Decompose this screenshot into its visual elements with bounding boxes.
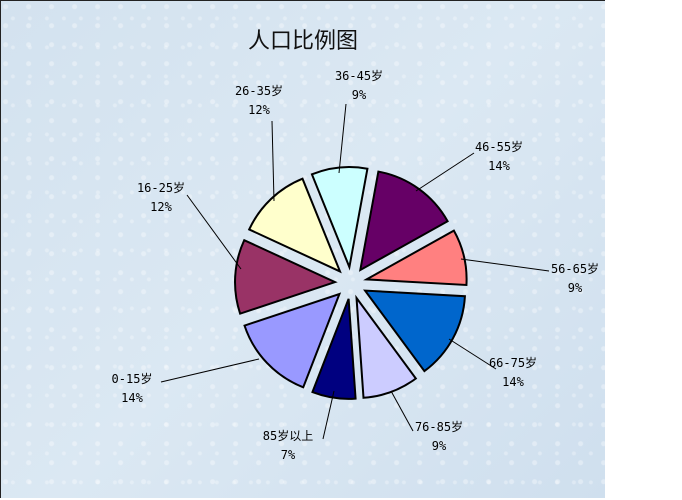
leader-line-6 [160,358,260,383]
slice-name-label: 46-55岁 [474,140,524,154]
slice-name-label: 76-85岁 [414,420,464,434]
pie-chart [160,103,550,440]
data-label: 46-55岁 14% [475,138,523,176]
pie-slice-6 [243,292,342,389]
slice-percent-label: 14% [121,391,143,405]
leader-line-7 [186,194,242,270]
data-label: 36-45岁 9% [335,67,383,105]
slice-name-label: 26-35岁 [234,84,284,98]
slice-percent-label: 12% [150,200,172,214]
pie-slice-3 [363,289,466,373]
data-label: 16-25岁 12% [137,179,185,217]
data-label: 66-75岁 14% [489,354,537,392]
leader-line-2 [460,258,550,272]
pie-slice-2 [363,229,468,287]
slice-percent-label: 7% [280,448,296,462]
chart-area: 人口比例图 36-45岁 9% 46-55岁 14% 56-65岁 9% 66-75岁 14%… [0,0,605,498]
leader-line-3 [448,338,497,370]
data-label: 26-35岁 12% [235,82,283,120]
leader-line-5 [322,390,335,440]
slice-percent-label: 12% [248,103,270,117]
slice-percent-label: 14% [502,375,524,389]
data-label: 0-15岁 14% [112,370,153,408]
slice-name-label: 36-45岁 [334,69,384,83]
pie-slice-7 [234,238,338,315]
leader-line-0 [338,103,347,174]
chart-title: 人口比例图 [247,29,358,54]
data-label: 56-65岁 9% [551,260,599,298]
slice-name-label: 56-65岁 [550,262,600,276]
leader-line-4 [390,390,414,432]
slice-name-label: 16-25岁 [136,181,186,195]
pie-slice-5 [311,298,357,400]
pie-slice-8 [247,177,342,274]
leader-line-1 [415,152,475,192]
data-label: 76-85岁 9% [415,418,463,456]
data-label: 85岁以上 7% [263,427,313,465]
slice-percent-label: 9% [431,439,447,453]
slice-percent-label: 9% [351,88,367,102]
slice-name-label: 85岁以上 [262,429,314,443]
slice-name-label: 0-15岁 [111,372,153,386]
slice-name-label: 66-75岁 [488,356,538,370]
leader-line-8 [271,120,275,202]
pie-slice-1 [358,170,449,272]
slice-percent-label: 14% [488,159,510,173]
slice-percent-label: 9% [567,281,583,295]
